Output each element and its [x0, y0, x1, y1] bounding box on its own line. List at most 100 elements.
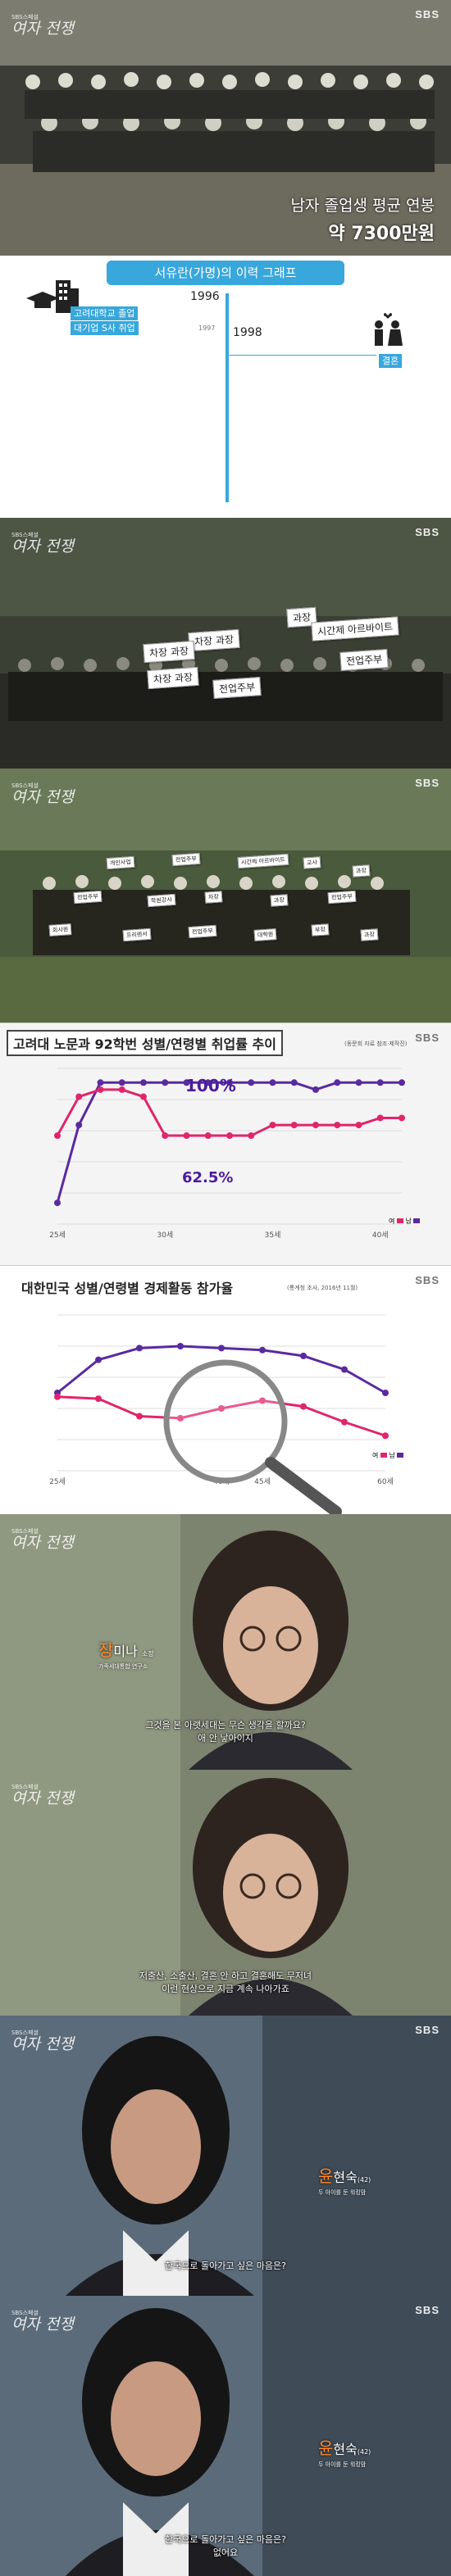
data-point	[95, 1356, 102, 1363]
x-tick-label: 25세	[49, 1231, 66, 1240]
data-point	[54, 1132, 61, 1140]
data-point	[269, 1079, 276, 1086]
sticker: 전업주부	[327, 890, 357, 905]
panel-group-photo: SBS스페셜 여자 전쟁 SBS 남자 졸업생 평균 연봉 약 7300만원	[0, 0, 451, 256]
data-point	[334, 1079, 341, 1086]
sticker: 부장	[311, 923, 330, 937]
name-description: 두 아이를 둔 워킹맘	[318, 2461, 367, 2468]
sticker: 대학원	[253, 928, 277, 941]
chart2-source: (통계청 조사, 2016년 11월)	[287, 1285, 358, 1291]
salary-caption-line1: 남자 졸업생 평균 연봉	[290, 197, 435, 215]
data-point	[300, 1352, 307, 1359]
panel-interview-1: SBS스페셜 여자 전쟁 장미나 소장 가족세대통합 연구소 그것을 본 아랫세대…	[0, 1514, 451, 1770]
subtitle-line1: 한국으로 돌아가고 싶은 마음은?	[165, 2534, 286, 2545]
name-tag-name: 윤현숙(42)	[318, 2438, 371, 2458]
panel-chart-participation: SBS 대한민국 성별/연령별 경제활동 참가율 (통계청 조사, 2016년 …	[0, 1265, 451, 1515]
magnifier-handle	[265, 1457, 342, 1515]
data-point	[259, 1397, 266, 1404]
data-point	[183, 1079, 190, 1086]
data-point	[290, 1079, 298, 1086]
subtitle-line2: 없어요	[212, 2547, 239, 2558]
program-logo: SBS스페셜 여자 전쟁	[11, 529, 74, 555]
legend-male-label: 남	[405, 1218, 412, 1225]
data-point	[376, 1079, 384, 1086]
name-rest: 현숙	[333, 2442, 358, 2457]
broadcaster-logo: SBS	[415, 526, 440, 538]
data-point	[341, 1418, 348, 1426]
program-logo-title: 여자 전쟁	[11, 788, 74, 806]
group-photo-garden	[0, 769, 451, 1023]
chart1-source: (동문회 자료 참조·제작진)	[344, 1041, 408, 1047]
name-age: (42)	[357, 2176, 371, 2184]
data-point	[75, 1093, 83, 1100]
salary-caption: 남자 졸업생 평균 연봉 약 7300만원	[291, 193, 435, 245]
sticker: 차장 과장	[188, 628, 240, 652]
name-tag: 윤현숙(42) 두 아이를 둔 워킹맘	[318, 2163, 371, 2197]
panel-interview-4: SBS스페셜 여자 전쟁 SBS 윤현숙(42) 두 아이를 둔 워킹맘 한국으로…	[0, 2296, 451, 2576]
x-tick-label: 25세	[49, 1477, 66, 1486]
chart1-plot: 25세 30세 35세 40세	[49, 1068, 405, 1240]
program-logo-title: 여자 전쟁	[11, 2035, 74, 2053]
interviewee-photo	[0, 2296, 451, 2576]
sticker: 전업주부	[73, 890, 102, 905]
panel-career-graph: 서유란(가명)의 이력 그래프 1996 1997 1998 고려대학교 졸업 …	[0, 256, 451, 518]
sticker: 교사	[303, 856, 321, 869]
data-point	[97, 1086, 104, 1093]
data-point	[118, 1086, 125, 1093]
data-point	[95, 1395, 102, 1403]
program-logo-title: 여자 전쟁	[11, 20, 74, 38]
program-logo-title: 여자 전쟁	[11, 1789, 74, 1807]
data-point	[399, 1114, 405, 1122]
data-point	[248, 1079, 255, 1086]
data-point	[355, 1079, 362, 1086]
subtitle-line2: 이런 현상으로 지금 계속 나아가죠	[162, 1984, 289, 1994]
data-point	[334, 1122, 341, 1129]
data-point	[183, 1132, 190, 1140]
x-tick-label: 45세	[254, 1477, 271, 1486]
interviewee-photo	[0, 1514, 451, 1770]
chart1-legend: 여 남	[389, 1217, 421, 1226]
x-tick-label: 35세	[265, 1231, 281, 1240]
data-point	[136, 1345, 143, 1352]
legend-male-swatch	[397, 1453, 404, 1458]
timeline-bar	[226, 293, 229, 502]
data-point	[290, 1122, 298, 1129]
name-description: 두 아이를 둔 워킹맘	[318, 2189, 367, 2196]
x-tick-label: 60세	[377, 1477, 394, 1486]
data-point	[204, 1132, 212, 1140]
legend-male-swatch	[413, 1218, 421, 1223]
data-point	[341, 1366, 348, 1373]
sticker: 전업주부	[339, 648, 389, 672]
data-point	[355, 1122, 362, 1129]
data-point	[312, 1086, 319, 1093]
sticker: 회사원	[48, 923, 72, 937]
data-point	[136, 1413, 143, 1420]
data-point	[382, 1390, 389, 1396]
legend-female-label: 여	[389, 1218, 395, 1225]
name-affiliation: 가족세대통합 연구소	[98, 1663, 148, 1670]
data-point	[140, 1079, 147, 1086]
interviewee-photo	[0, 1770, 451, 2016]
sticker: 차장 과장	[147, 666, 199, 690]
program-logo-small: SBS스페셜	[11, 782, 39, 789]
group-photo	[0, 0, 451, 256]
data-point	[248, 1132, 255, 1140]
data-point	[269, 1122, 276, 1129]
subtitle-line2: 애 안 낳아이지	[198, 1733, 253, 1744]
data-point	[226, 1079, 233, 1086]
chart2-plot: 25세40세45세60세	[49, 1314, 394, 1515]
sticker: 학원강사	[147, 893, 176, 908]
name-tag-name: 장미나 소장	[98, 1640, 154, 1660]
program-logo: SBS스페셜 여자 전쟁	[11, 11, 74, 38]
career-graph-title: 서유란(가명)의 이력 그래프	[107, 261, 344, 285]
program-logo-small: SBS스페셜	[11, 14, 39, 20]
program-logo: SBS스페셜 여자 전쟁	[11, 1526, 74, 1552]
legend-female-label: 여	[372, 1452, 379, 1459]
label-job: 대기업 S사 취업	[71, 321, 139, 335]
program-logo-title: 여자 전쟁	[11, 1534, 74, 1552]
data-point	[204, 1079, 212, 1086]
name-first-char: 윤	[318, 2438, 334, 2458]
data-point	[399, 1079, 405, 1086]
name-tag: 장미나 소장 가족세대통합 연구소	[98, 1637, 154, 1671]
program-logo: SBS스페셜 여자 전쟁	[11, 780, 74, 805]
